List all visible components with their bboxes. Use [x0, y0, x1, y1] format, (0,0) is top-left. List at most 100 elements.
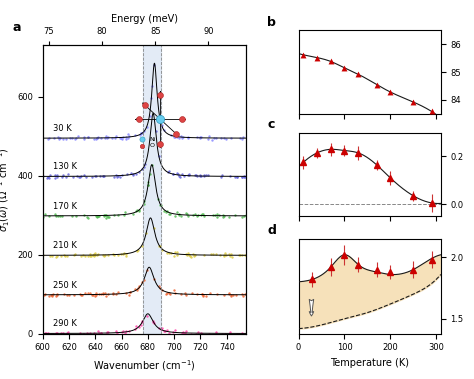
Point	[233, 331, 240, 337]
Point	[73, 213, 80, 219]
Point	[68, 213, 76, 219]
Y-axis label: $\Gamma$ (meV): $\Gamma$ (meV)	[473, 266, 474, 306]
Point	[112, 328, 120, 334]
Point	[91, 173, 99, 179]
Point	[198, 330, 205, 337]
Point	[140, 277, 147, 283]
Point	[238, 214, 246, 220]
Point	[104, 291, 111, 297]
Point	[180, 173, 187, 179]
Point	[77, 253, 84, 259]
Point	[184, 134, 191, 140]
Point	[156, 116, 164, 122]
Point	[191, 211, 199, 217]
Point	[170, 134, 178, 140]
Point	[120, 249, 128, 255]
X-axis label: Energy (meV): Energy (meV)	[111, 14, 178, 24]
Point	[238, 174, 246, 180]
Point	[150, 62, 157, 68]
Point	[200, 213, 208, 219]
Point	[60, 252, 68, 258]
Point	[171, 327, 178, 333]
Point	[145, 179, 152, 185]
Point	[127, 289, 134, 295]
Point	[240, 174, 248, 180]
Point	[175, 212, 183, 218]
Point	[146, 113, 154, 119]
Point	[225, 251, 233, 257]
Point	[83, 330, 91, 336]
Point	[197, 173, 205, 179]
Point	[193, 213, 201, 219]
Point	[97, 291, 104, 297]
Point	[132, 171, 140, 177]
Point	[102, 133, 110, 139]
Point	[185, 213, 192, 219]
Point	[183, 252, 191, 258]
Point	[200, 172, 208, 178]
Point	[48, 293, 55, 299]
Point	[50, 135, 57, 141]
Point	[224, 332, 231, 338]
Point	[118, 251, 125, 257]
Point	[111, 135, 119, 141]
Point	[223, 136, 230, 142]
Point	[177, 213, 184, 219]
Point	[82, 174, 90, 180]
Point	[91, 250, 99, 256]
Point	[179, 171, 186, 177]
Point	[98, 135, 105, 141]
Point	[212, 251, 220, 257]
Point	[79, 331, 86, 337]
Point	[128, 170, 135, 176]
Point	[241, 173, 248, 179]
Point	[144, 182, 151, 188]
Point	[129, 211, 137, 217]
Point	[182, 328, 190, 334]
Point	[110, 252, 118, 258]
Point	[41, 330, 48, 336]
Point	[46, 254, 54, 260]
Point	[238, 136, 246, 142]
Point	[119, 135, 127, 141]
Point	[135, 116, 143, 122]
Text: 170 K: 170 K	[53, 202, 77, 211]
Point	[131, 286, 139, 292]
Point	[199, 293, 207, 299]
Point	[191, 172, 199, 178]
Point	[157, 123, 165, 129]
Point	[102, 293, 109, 299]
Point	[64, 171, 72, 177]
Point	[88, 174, 96, 180]
Point	[144, 182, 152, 188]
Point	[76, 174, 83, 180]
Point	[235, 252, 243, 258]
Point	[212, 135, 219, 141]
Point	[162, 291, 169, 297]
Point	[131, 326, 138, 332]
Point	[184, 250, 191, 256]
Point	[93, 135, 100, 141]
Point	[150, 276, 157, 282]
Point	[197, 172, 204, 178]
Point	[53, 292, 61, 298]
Point	[123, 328, 130, 334]
Point	[45, 174, 52, 180]
Point	[100, 173, 108, 179]
Point	[93, 252, 101, 258]
Point	[92, 136, 100, 142]
Point	[158, 247, 166, 254]
Point	[121, 330, 129, 337]
Point	[238, 174, 246, 180]
Point	[105, 214, 112, 220]
Point	[213, 291, 221, 297]
Point	[72, 136, 79, 142]
Point	[86, 251, 94, 257]
Point	[313, 55, 321, 61]
Point	[170, 329, 177, 335]
Point	[149, 319, 156, 325]
Point	[91, 253, 98, 259]
Point	[171, 249, 179, 255]
Point	[109, 251, 116, 257]
Point	[202, 172, 210, 179]
